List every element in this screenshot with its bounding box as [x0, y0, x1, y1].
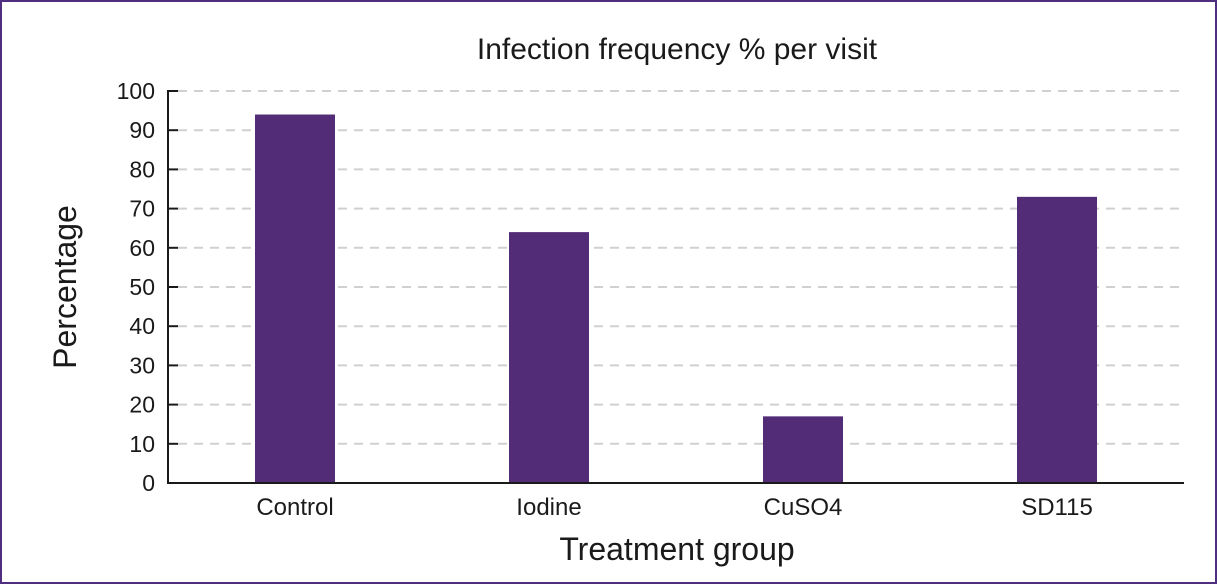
chart-title: Infection frequency % per visit	[477, 33, 878, 66]
x-tick-label-iodine: Iodine	[516, 494, 581, 521]
y-tick-label-10: 10	[129, 431, 155, 457]
y-tick-label-50: 50	[129, 274, 155, 300]
y-tick-label-80: 80	[129, 156, 155, 182]
bar-iodine	[509, 232, 589, 483]
x-tick-label-control: Control	[256, 494, 333, 521]
x-tick-label-sd115: SD115	[1021, 494, 1093, 521]
bar-sd115	[1017, 196, 1097, 483]
y-tick-label-20: 20	[129, 392, 155, 418]
y-tick-label-30: 30	[129, 352, 155, 378]
bar-layer	[255, 114, 1097, 484]
y-tick-label-100: 100	[117, 78, 155, 104]
x-tick-label-cuso4: CuSO4	[764, 494, 843, 521]
x-axis-label: Treatment group	[559, 531, 794, 567]
y-tick-label-0: 0	[142, 470, 155, 496]
x-tick-layer: Control Iodine CuSO4 SD115	[256, 494, 1092, 521]
y-tick-label-70: 70	[129, 196, 155, 222]
y-tick-label-40: 40	[129, 313, 155, 339]
grid-layer	[178, 90, 1184, 445]
y-tick-label-60: 60	[129, 235, 155, 261]
bar-control	[255, 114, 335, 484]
y-axis-label: Percentage	[47, 205, 83, 369]
bar-cuso4	[763, 416, 843, 483]
y-tick-label-90: 90	[129, 117, 155, 143]
y-tick-layer: 0 10 20 30 40 50 60 70 80 90 100	[117, 78, 178, 496]
